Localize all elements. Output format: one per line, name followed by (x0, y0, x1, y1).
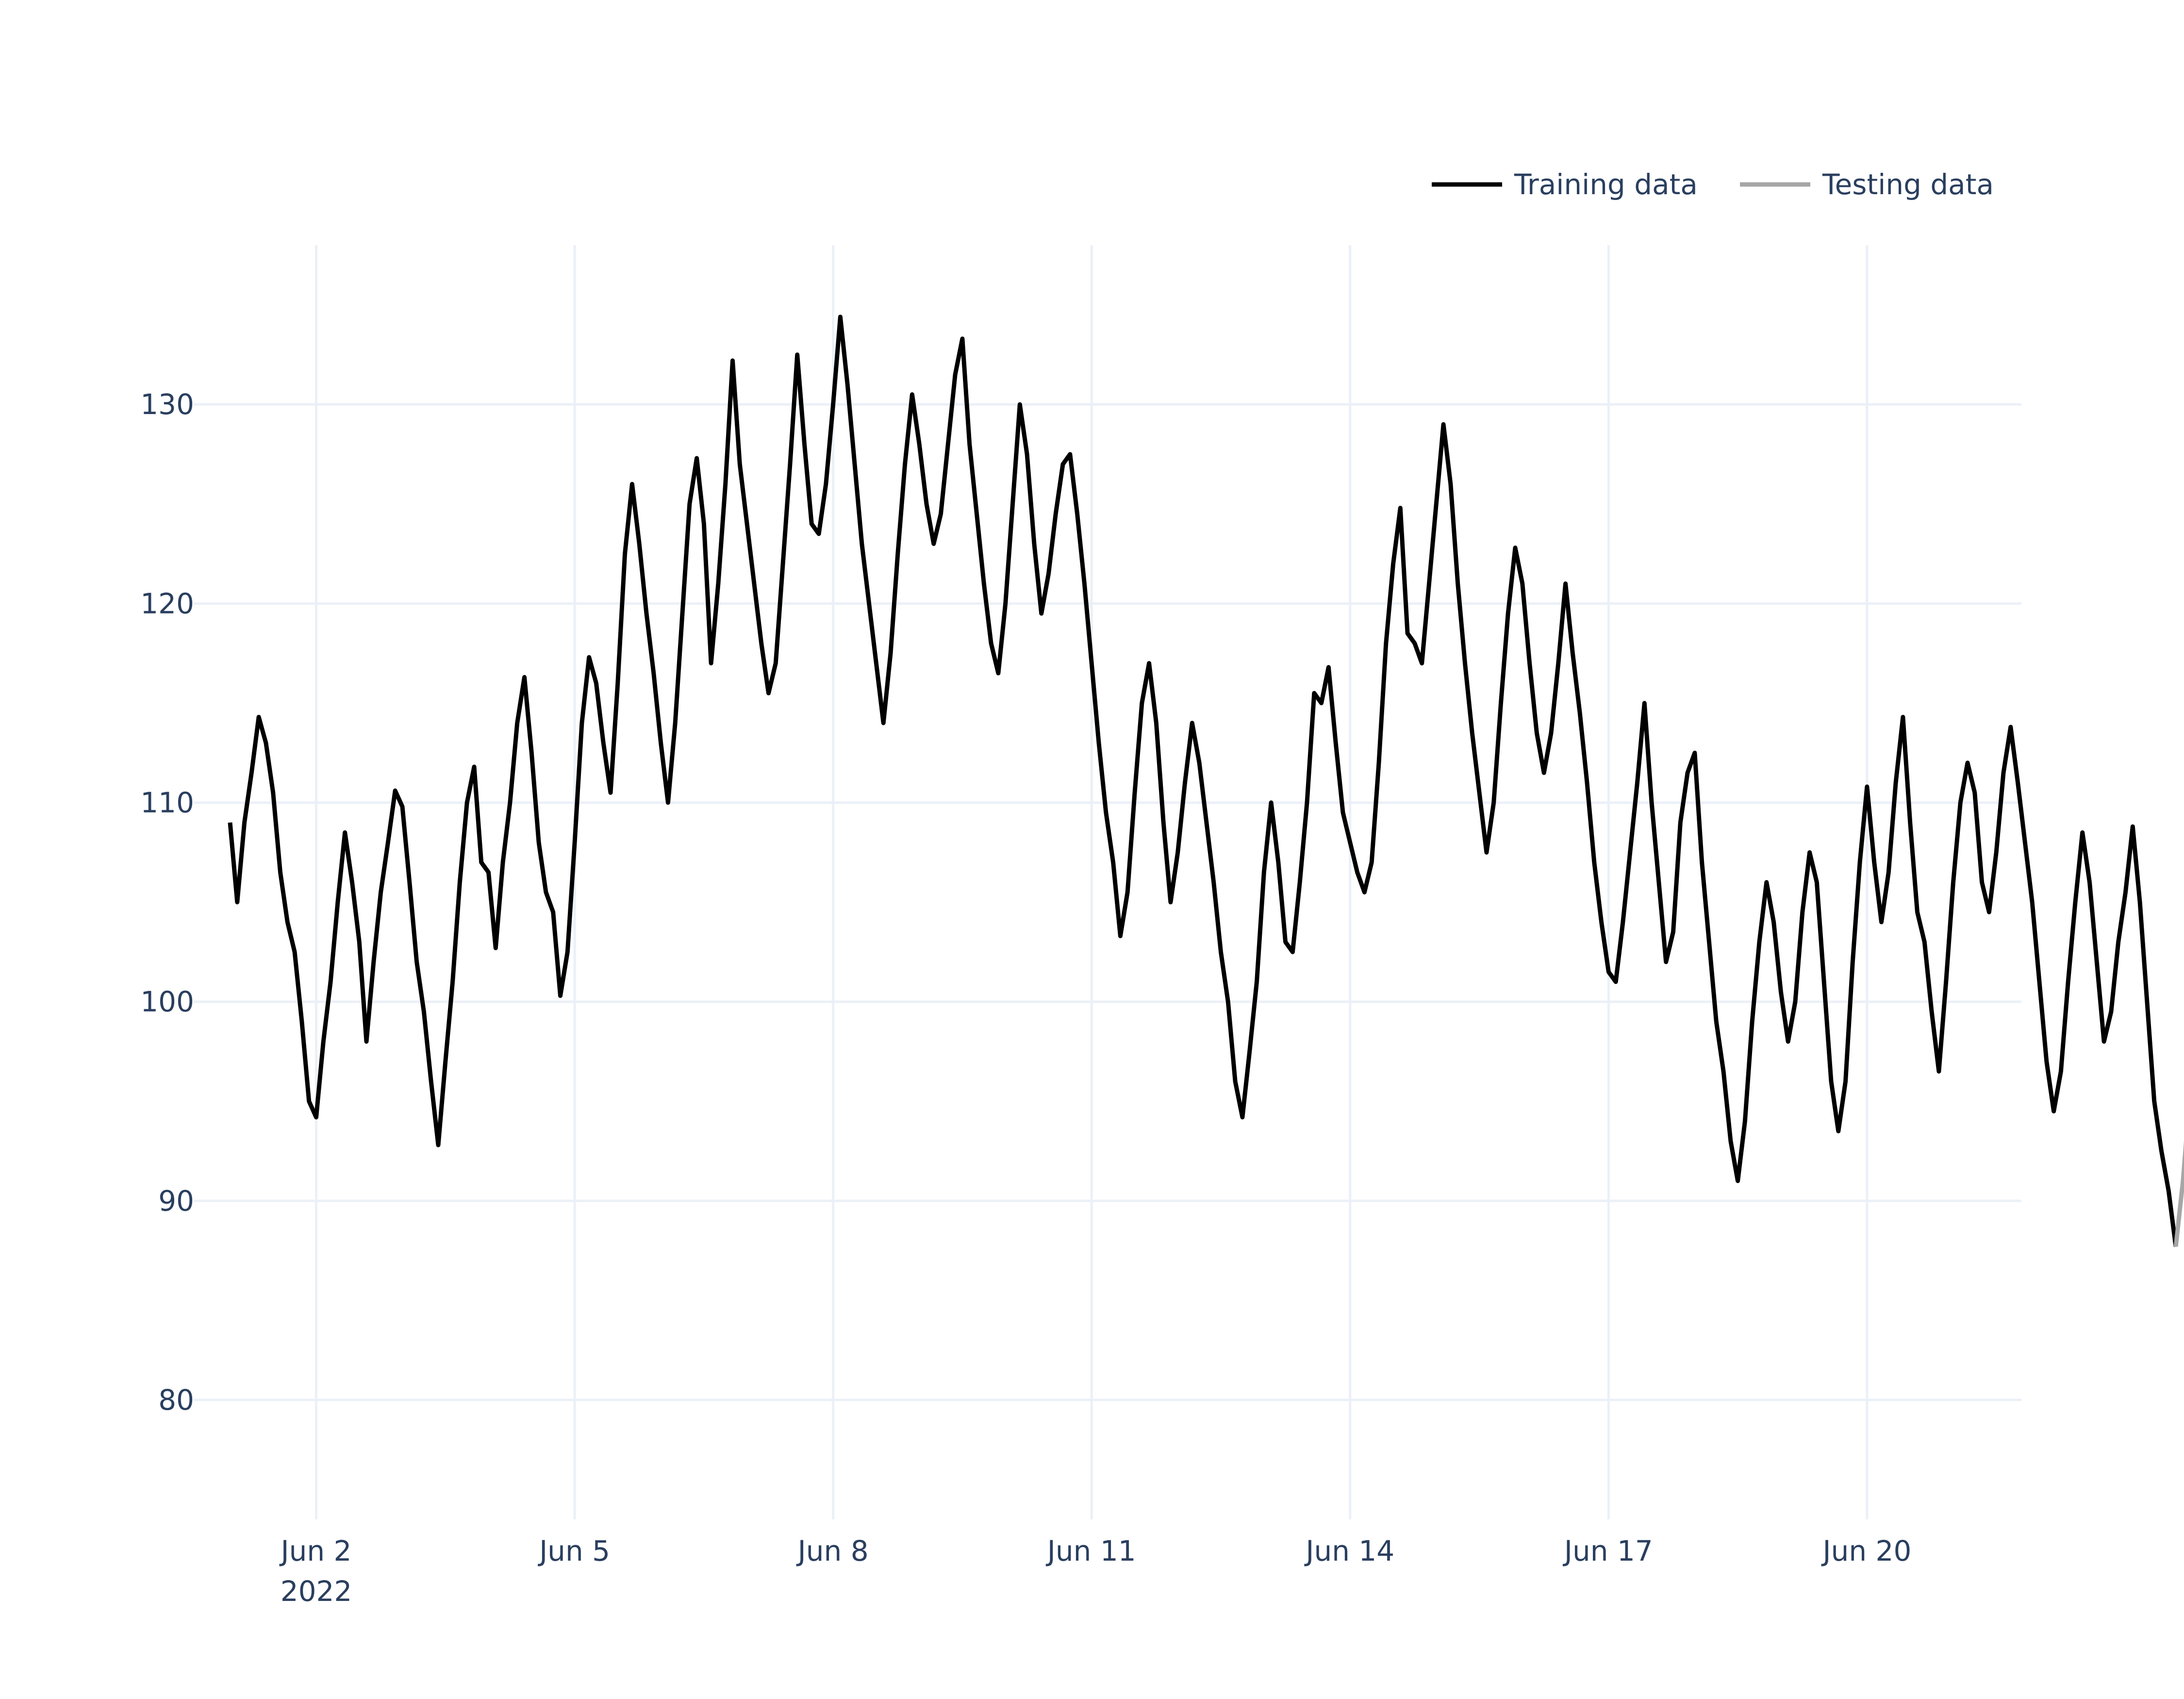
y-tick-label: 110 (140, 786, 194, 819)
chart-legend: Training data Testing data (1432, 168, 1994, 201)
legend-label: Training data (1514, 168, 1698, 201)
x-tick-label: Jun 2 (280, 1534, 352, 1567)
series-line-1 (2173, 1141, 2184, 1247)
x-tick-label: Jun 8 (796, 1534, 869, 1567)
x-tick-year-label: 2022 (281, 1575, 352, 1608)
x-tick-label: Jun 17 (1563, 1534, 1653, 1567)
legend-label: Testing data (1822, 168, 1994, 201)
x-tick-label: Jun 5 (538, 1534, 610, 1567)
x-axis-ticks: Jun 2 2022 Jun 5 Jun 8 Jun 11 Jun 14 Jun 17 Jun… (280, 1534, 1912, 1608)
series-line-0 (228, 315, 2178, 1247)
chart-grid (194, 245, 2021, 1519)
chart-series (228, 315, 2184, 1247)
y-tick-label: 100 (140, 985, 194, 1018)
x-tick-label: Jun 14 (1304, 1534, 1394, 1567)
y-axis-ticks: 80 90 100 110 120 130 (140, 388, 194, 1416)
x-tick-label: Jun 20 (1821, 1534, 1911, 1567)
y-tick-label: 80 (158, 1383, 194, 1416)
y-tick-label: 130 (140, 388, 194, 421)
x-tick-label: Jun 11 (1046, 1534, 1136, 1567)
y-tick-label: 90 (158, 1184, 194, 1217)
y-tick-label: 120 (140, 587, 194, 620)
